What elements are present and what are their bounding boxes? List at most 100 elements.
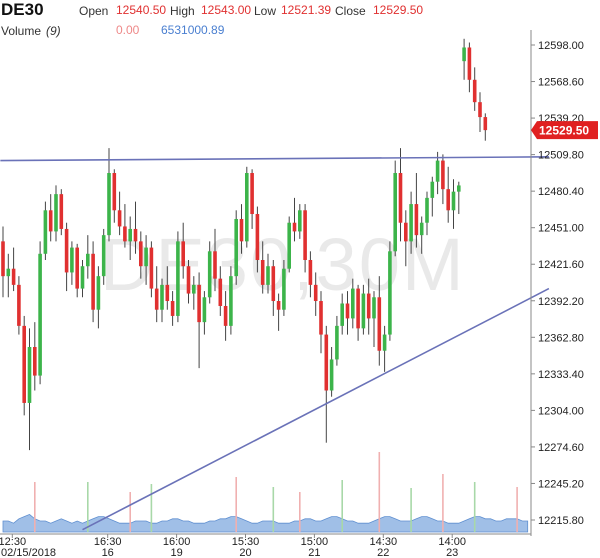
candle-body (17, 284, 21, 326)
candle-body (48, 210, 53, 232)
candle-body (414, 204, 419, 236)
candle-body (22, 325, 26, 403)
volume-ma-value: 6531000.89 (161, 23, 225, 37)
time-tick-label: 16:30 (94, 536, 122, 548)
candle-body (292, 222, 297, 232)
candle-body (404, 222, 408, 242)
candle-body (229, 276, 233, 326)
candle-body (419, 222, 424, 236)
price-tick-label: 12215.80 (538, 515, 584, 527)
volume-bar (87, 482, 89, 532)
candle-body (154, 288, 159, 310)
candle-body (276, 301, 281, 310)
candle-body (207, 251, 212, 298)
candle-body (112, 173, 117, 211)
candle-body (329, 359, 334, 391)
price-tick-label: 12245.20 (538, 478, 584, 490)
candle-body (382, 334, 387, 351)
volume-bar (442, 474, 444, 532)
candle-body (356, 288, 360, 329)
candle-body (483, 117, 488, 131)
volume-bar (473, 482, 476, 532)
candle-body (181, 241, 185, 267)
candle-body (250, 173, 254, 215)
candle-body (271, 266, 276, 302)
candle-body (107, 173, 111, 236)
date-tick-label: 21 (308, 547, 320, 558)
candle-body (59, 194, 64, 229)
high-label: High (170, 4, 195, 18)
candle-body (144, 247, 148, 267)
high-value: 12543.00 (201, 3, 252, 17)
close-value: 12529.50 (373, 3, 424, 17)
candle-body (239, 218, 244, 242)
candle-body (409, 204, 413, 242)
candle-body (133, 228, 138, 242)
candle-body (80, 266, 85, 289)
candle-body (478, 102, 482, 118)
low-value: 12521.39 (281, 3, 332, 17)
price-tick-label: 12392.20 (538, 296, 584, 308)
price-tick-label: 12451.00 (538, 223, 584, 235)
price-tick-label: 12274.60 (538, 442, 584, 454)
time-tick-label: 14:30 (370, 536, 398, 548)
price-tick-label: 12568.60 (538, 77, 584, 89)
candle-body (11, 268, 16, 285)
candle-body (33, 347, 37, 376)
last-price-tag-label: 12529.50 (539, 124, 589, 138)
time-tick-label: 12:30 (0, 536, 26, 548)
volume-bar (341, 480, 343, 532)
volume-label: Volume (1, 24, 42, 38)
trendline-support (82, 287, 550, 531)
last-price-tag: 12529.50 (531, 121, 598, 140)
candle-body (139, 241, 143, 267)
candle-body (298, 210, 302, 232)
last-price-tag-bg (531, 121, 598, 140)
price-tick-label: 12509.80 (538, 150, 584, 162)
candle-body (462, 47, 466, 62)
low-label: Low (254, 4, 277, 18)
volume-bar (150, 484, 153, 532)
candle-body (335, 325, 339, 360)
volume-bar (272, 487, 275, 532)
candle-body (351, 288, 355, 319)
candle-body (398, 173, 403, 223)
candle-body (27, 347, 32, 403)
candle-body (218, 278, 223, 306)
volume-bar (129, 492, 131, 532)
candle-body (324, 334, 329, 391)
candle-body (319, 301, 323, 335)
candle-body (192, 284, 196, 294)
candle-layer (1, 38, 488, 451)
candle-body (446, 189, 450, 211)
candle-body (430, 181, 435, 198)
symbol-label: DE30 (1, 0, 44, 19)
date-tick-label: 23 (446, 547, 458, 558)
candle-body (96, 276, 101, 310)
candle-body (313, 284, 318, 302)
candle-body (160, 284, 164, 310)
candle-body (393, 173, 397, 252)
price-tick-label: 12598.00 (538, 40, 584, 52)
candle-body (441, 160, 445, 190)
candle-body (70, 247, 74, 273)
candle-body (303, 210, 307, 261)
candle-body (149, 247, 154, 289)
candle-body (202, 297, 207, 323)
candle-body (435, 160, 440, 182)
volume-bar (235, 477, 237, 532)
candle-body (1, 241, 5, 277)
trendline-layer (0, 156, 550, 531)
candle-body (38, 253, 42, 376)
price-tick-label: 12480.40 (538, 186, 584, 198)
price-tick-label: 12421.60 (538, 259, 584, 271)
time-tick-label: 14:00 (438, 536, 466, 548)
time-tick-label: 15:00 (301, 536, 329, 548)
candle-body (377, 297, 382, 351)
date-tick-label: 19 (170, 547, 182, 558)
candle-body (75, 247, 79, 289)
volume-value: 0.00 (116, 23, 140, 37)
open-label: Open (79, 4, 109, 18)
